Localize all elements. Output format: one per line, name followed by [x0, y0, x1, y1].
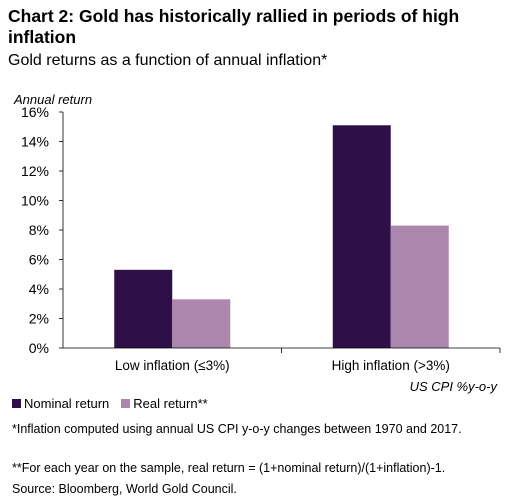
- chart-title: Chart 2: Gold has historically rallied i…: [8, 6, 460, 47]
- y-tick-label: 6%: [29, 252, 49, 268]
- x-tick-label: High inflation (>3%): [332, 358, 450, 373]
- y-tick-label: 10%: [21, 193, 49, 209]
- y-tick-label: 0%: [29, 340, 49, 356]
- bar-nominal-1: [332, 125, 391, 349]
- y-tick-label: 2%: [29, 311, 49, 327]
- legend: Nominal return Real return**: [12, 396, 220, 411]
- bar-nominal-0: [114, 269, 173, 348]
- y-axis-label: Annual return: [14, 92, 93, 107]
- bar-chart: 0% 2% 4% 6% 8% 10% 12% 14% 16% Low inflation (≤3…: [21, 104, 501, 373]
- y-tick-label: 14%: [21, 134, 49, 150]
- bars: [114, 125, 449, 349]
- bar-real-1: [390, 225, 449, 348]
- legend-swatch-nominal: [12, 399, 21, 408]
- y-tick-label: 8%: [29, 222, 49, 238]
- legend-label-real: Real return**: [133, 396, 208, 411]
- legend-swatch-real: [121, 399, 131, 408]
- footnote-real-return: **For each year on the sample, real retu…: [12, 461, 446, 475]
- source-note: Source: Bloomberg, World Gold Council.: [12, 482, 237, 496]
- x-axis-unit-label: US CPI %y-o-y: [409, 379, 497, 394]
- x-tick-label: Low inflation (≤3%): [115, 358, 230, 373]
- legend-item-nominal: Nominal return: [12, 396, 109, 411]
- y-tick-label: 4%: [29, 281, 49, 297]
- x-axis-tick-labels: Low inflation (≤3%) High inflation (>3%): [115, 348, 501, 373]
- legend-item-real: Real return**: [121, 396, 208, 411]
- bar-real-0: [172, 299, 231, 348]
- chart-subtitle: Gold returns as a function of annual inf…: [8, 52, 328, 69]
- y-tick-label: 16%: [21, 104, 49, 120]
- footnote-inflation: *Inflation computed using annual US CPI …: [12, 422, 462, 436]
- y-axis-ticks: 0% 2% 4% 6% 8% 10% 12% 14% 16%: [21, 104, 63, 356]
- legend-label-nominal: Nominal return: [24, 396, 110, 411]
- y-tick-label: 12%: [21, 163, 49, 179]
